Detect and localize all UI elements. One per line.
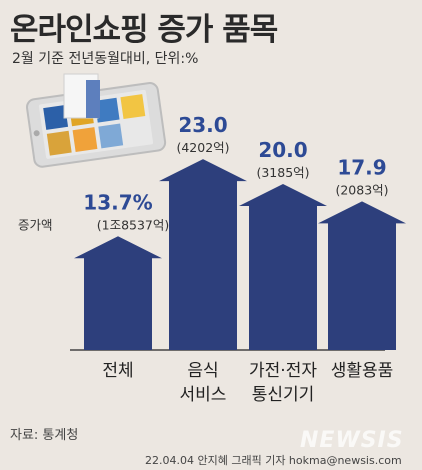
category-label-0-0: 전체 xyxy=(102,361,133,381)
bar-2 xyxy=(239,184,327,350)
page-title: 온라인쇼핑 증가 품목 xyxy=(10,12,278,48)
amount-prefix: 증가액 xyxy=(18,217,53,232)
category-label-3-0: 생활용품 xyxy=(331,361,394,381)
value-label-0: 13.7% xyxy=(83,190,152,214)
category-label-1-0: 음식 xyxy=(187,361,218,381)
source-note: 자료: 통계청 xyxy=(10,428,79,443)
amount-label-0: (1조8537억) xyxy=(97,217,170,232)
bar-1 xyxy=(159,159,247,350)
category-label-2-1: 통신기기 xyxy=(252,385,315,405)
smartphone-shopping-icon xyxy=(26,73,167,168)
bar-0 xyxy=(74,236,162,350)
amount-label-2: (3185억) xyxy=(256,165,309,180)
amount-label-3: (2083억) xyxy=(335,182,388,197)
value-label-2: 20.0 xyxy=(258,138,307,162)
amount-label-1: (4202억) xyxy=(176,140,229,155)
credit-line: 22.04.04 안지혜 그래픽 기자 hokma@newsis.com xyxy=(145,454,402,467)
value-label-3: 17.9 xyxy=(337,155,386,179)
bar-3 xyxy=(318,201,406,350)
category-label-2-0: 가전·전자 xyxy=(249,361,317,381)
newsis-watermark: NEWSIS xyxy=(300,428,404,453)
value-label-1: 23.0 xyxy=(178,113,227,137)
chart-subtitle: 2월 기준 전년동월대비, 단위:% xyxy=(12,51,199,67)
category-label-1-1: 서비스 xyxy=(180,385,227,405)
